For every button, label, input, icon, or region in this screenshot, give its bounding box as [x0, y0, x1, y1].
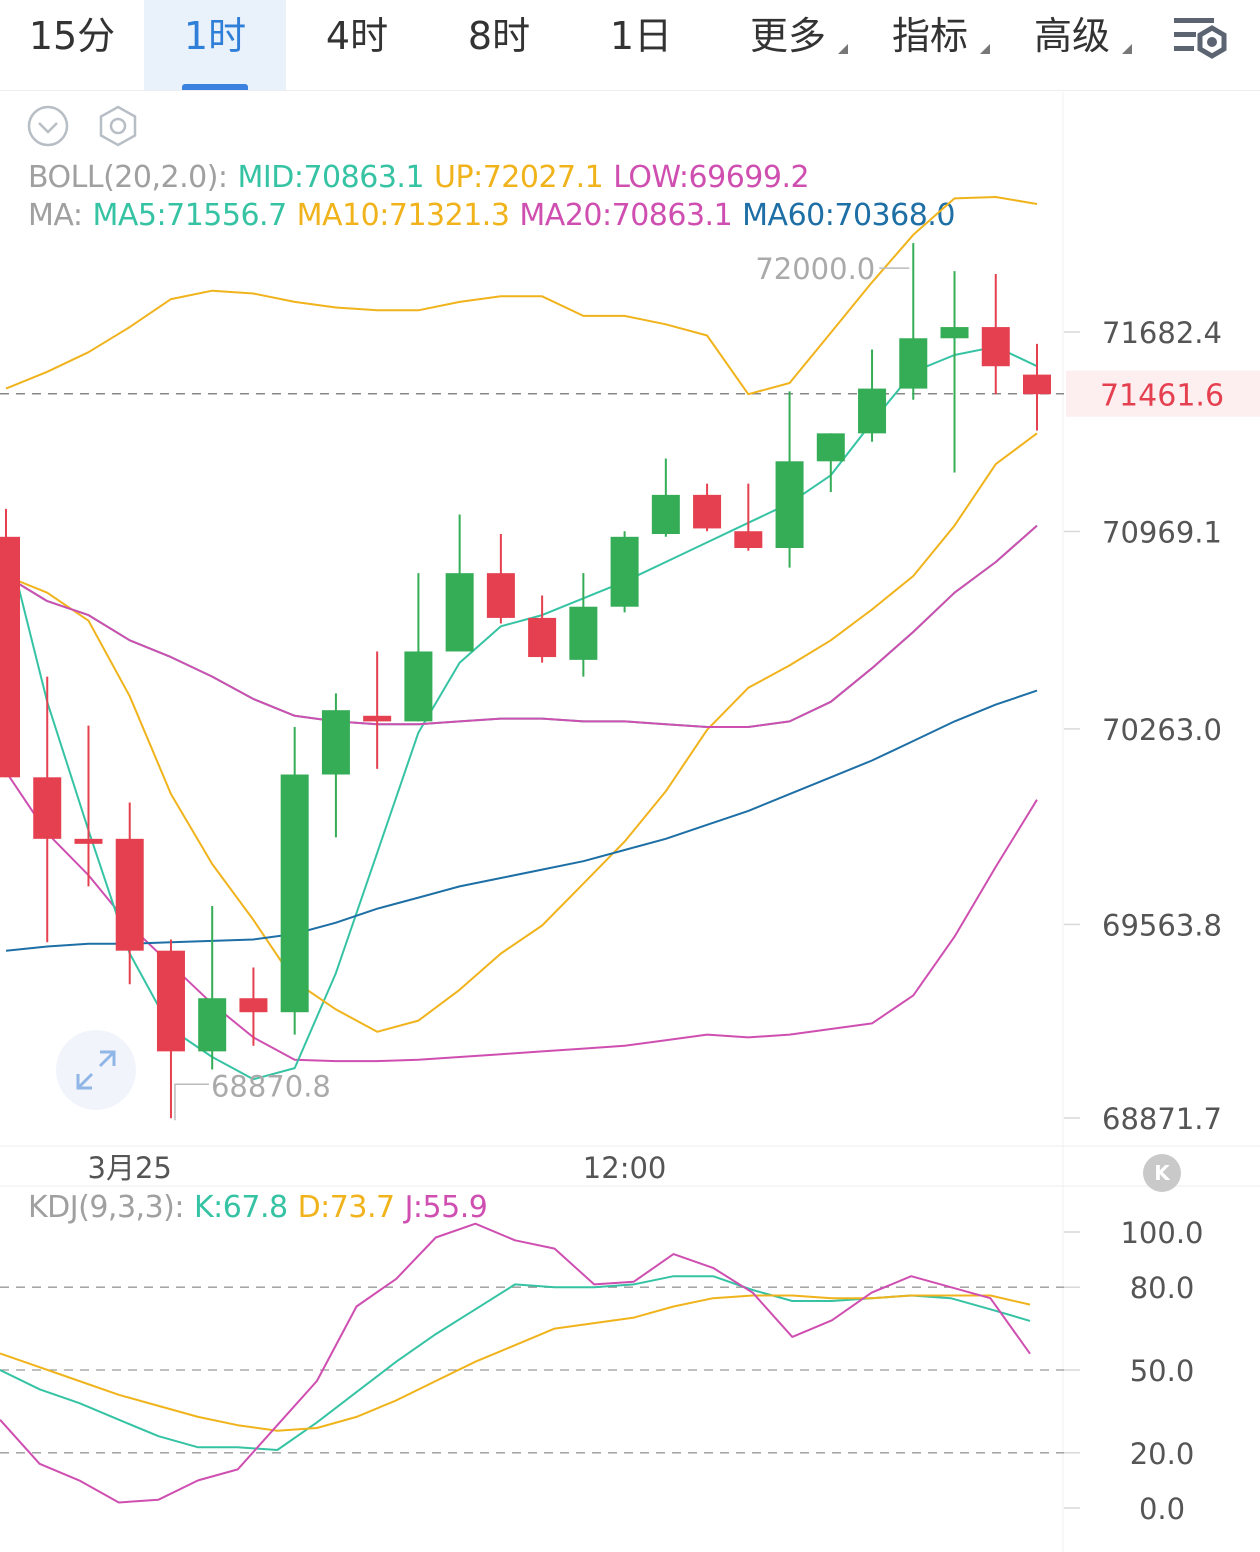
- candle-down: [33, 777, 62, 839]
- candle-down: [486, 573, 515, 618]
- hexagon-settings-icon[interactable]: [96, 104, 140, 148]
- candle-down: [74, 838, 103, 844]
- ma60-value: MA60:70368.0: [742, 198, 955, 233]
- tab-label: 4时: [325, 14, 389, 58]
- tab-4hour[interactable]: 4时: [286, 0, 428, 90]
- kdj-legend: KDJ(9,3,3): K:67.8 D:73.7 J:55.9: [28, 1190, 497, 1225]
- tab-15min[interactable]: 15分: [0, 0, 144, 90]
- k-badge-icon[interactable]: K: [1143, 1154, 1181, 1192]
- kdj-k-value: K:67.8: [193, 1190, 288, 1225]
- ma-legend-name: MA:: [28, 198, 83, 233]
- boll-mid-line: [5, 524, 1038, 728]
- tab-label: 更多: [749, 14, 826, 58]
- boll-low-line: [5, 771, 1038, 1063]
- kdj-axis-label: 0.0: [1139, 1492, 1185, 1526]
- ma5-line: [5, 345, 1038, 1081]
- kdj-legend-name: KDJ(9,3,3):: [28, 1190, 184, 1225]
- ma60-line: [5, 689, 1038, 952]
- kdj-d-line: [0, 1294, 1031, 1432]
- candle-down: [528, 617, 557, 658]
- tab-advanced[interactable]: 高级: [1004, 0, 1140, 90]
- tab-label: 8时: [467, 14, 531, 58]
- candle-down: [363, 715, 392, 722]
- candle-down: [156, 950, 185, 1052]
- kdj-axis-label: 80.0: [1130, 1271, 1195, 1305]
- expand-arrows-icon[interactable]: [56, 1030, 136, 1110]
- boll-legend-name: BOLL(20,2.0):: [28, 160, 228, 195]
- candle-down: [239, 998, 268, 1013]
- candle-down: [1023, 374, 1051, 395]
- candle-down: [115, 838, 144, 951]
- candle-up: [899, 338, 928, 389]
- high-annotation-label: 72000.0: [755, 252, 875, 286]
- tab-label: 高级: [1033, 14, 1110, 58]
- dropdown-triangle-icon: [1122, 44, 1132, 54]
- tab-more[interactable]: 更多: [720, 0, 856, 90]
- candle-up: [651, 494, 680, 535]
- candle-up: [280, 774, 309, 1013]
- candle-up: [404, 651, 433, 722]
- candle-up: [445, 573, 474, 652]
- time-axis-label: 12:00: [583, 1151, 667, 1185]
- low-annotation-label: 68870.8: [211, 1069, 331, 1103]
- price-axis-label: 70969.1: [1102, 515, 1222, 549]
- boll-mid-value: MID:70863.1: [237, 160, 425, 195]
- candle-down: [693, 494, 722, 529]
- candle-up: [858, 388, 887, 434]
- candle-down: [734, 531, 763, 548]
- ma20-line: [5, 524, 1038, 728]
- active-tab-indicator: [182, 84, 248, 90]
- price-axis-label: 69563.8: [1102, 908, 1222, 942]
- tab-1hour[interactable]: 1时: [144, 0, 286, 90]
- ma5-value: MA5:71556.7: [92, 198, 288, 233]
- candle-up: [775, 461, 804, 548]
- boll-legend: BOLL(20,2.0): MID:70863.1 UP:72027.1 LOW:69…: [28, 160, 819, 195]
- kdj-k-line: [0, 1275, 1031, 1451]
- ma-legend: MA: MA5:71556.7 MA10:71321.3 MA20:70863.1 MA…: [28, 198, 965, 233]
- candle-down: [0, 536, 20, 778]
- chart-settings-icon[interactable]: [1168, 8, 1232, 68]
- candle-up: [940, 327, 969, 339]
- price-axis-label: 71682.4: [1102, 316, 1222, 350]
- period-tab-bar: 15分 1时 4时 8时 1日 更多 指标 高级: [0, 0, 1260, 91]
- boll-low-value: LOW:69699.2: [613, 160, 810, 195]
- kdj-axis-label: 100.0: [1120, 1216, 1203, 1250]
- ma10-value: MA10:71321.3: [296, 198, 510, 233]
- kdj-axis-label: 50.0: [1130, 1354, 1195, 1388]
- candle-up: [321, 710, 350, 775]
- tab-label: 15分: [28, 14, 116, 58]
- kdj-d-value: D:73.7: [297, 1190, 396, 1225]
- price-axis-label: 70263.0: [1102, 713, 1222, 747]
- candle-up: [569, 606, 598, 660]
- tab-1day[interactable]: 1日: [570, 0, 712, 90]
- tab-label: 1日: [609, 14, 673, 58]
- candle-up: [198, 998, 227, 1052]
- current-price-badge: [1066, 370, 1260, 417]
- current-price-label: 71461.6: [1100, 379, 1224, 414]
- tab-indicators[interactable]: 指标: [862, 0, 998, 90]
- time-axis-label: 3月25: [88, 1151, 172, 1185]
- tab-label: 指标: [891, 14, 968, 58]
- candle-up: [816, 433, 845, 462]
- tab-label: 1时: [183, 14, 247, 58]
- tab-8hour[interactable]: 8时: [428, 0, 570, 90]
- price-axis-label: 68871.7: [1102, 1102, 1222, 1136]
- kdj-j-value: J:55.9: [404, 1190, 488, 1225]
- ma10-line: [5, 432, 1038, 1033]
- low-annotation-line: [174, 1083, 209, 1121]
- chevron-down-circle-icon[interactable]: [26, 104, 70, 148]
- ma20-value: MA20:70863.1: [519, 198, 733, 233]
- boll-up-value: UP:72027.1: [434, 160, 604, 195]
- dropdown-triangle-icon: [838, 44, 848, 54]
- kdj-j-line: [0, 1222, 1031, 1504]
- kdj-axis-label: 20.0: [1130, 1437, 1195, 1471]
- candle-up: [610, 536, 639, 607]
- dropdown-triangle-icon: [980, 44, 990, 54]
- candle-down: [981, 327, 1010, 367]
